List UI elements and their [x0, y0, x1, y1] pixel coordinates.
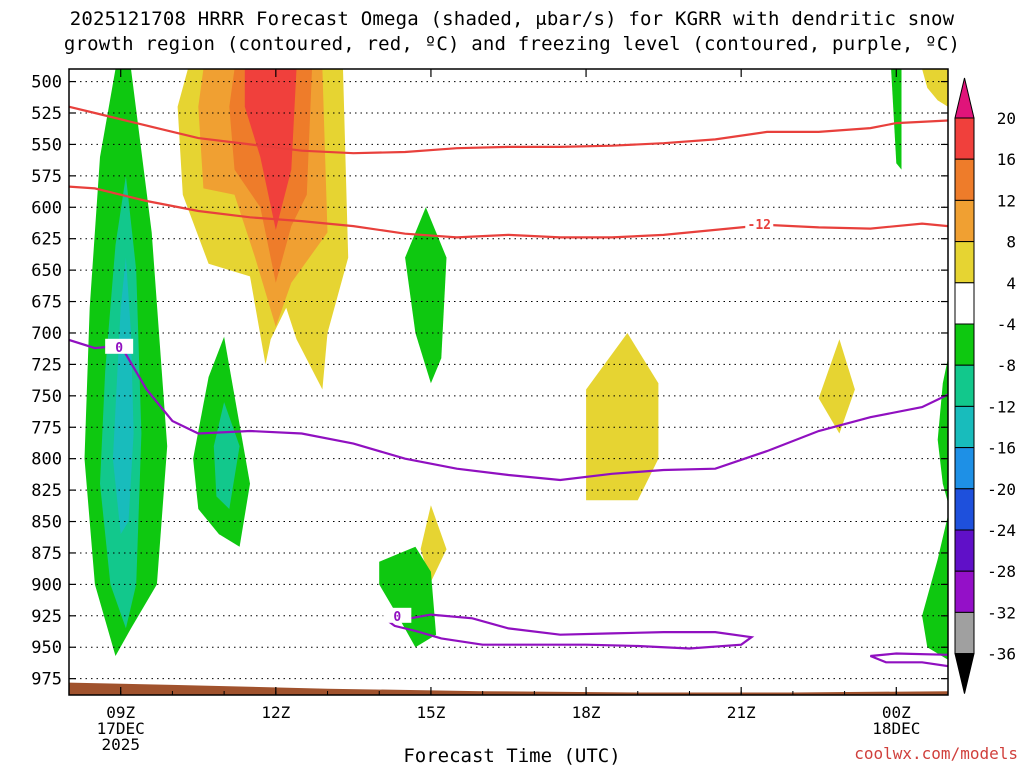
omega-region-4: [922, 69, 948, 107]
freezing-contour-label-2: 0: [393, 610, 401, 625]
colorbar-bin-7: [954, 364, 975, 407]
y-tick-label-900: 900: [31, 575, 62, 595]
dgz-contour-0: [69, 105, 948, 155]
freezing-contour-label-1-bg: [105, 338, 134, 354]
omega-region-15: [891, 69, 902, 170]
x-tick-label-5-1: 18DEC: [872, 719, 920, 738]
y-tick-label-800: 800: [31, 450, 62, 470]
colorbar-tick-label-2: 12: [997, 191, 1016, 210]
colorbar-tick-label-8: -16: [987, 439, 1016, 458]
y-tick-label-675: 675: [31, 293, 62, 313]
omega-region-3: [244, 69, 297, 230]
freezing-contour-label-2-bg: [383, 607, 412, 623]
x-axis-label: Forecast Time (UTC): [403, 745, 621, 767]
x-tick-label-3-0: 18Z: [572, 703, 601, 722]
colorbar-top-arrow: [954, 77, 975, 119]
colorbar-tick-label-1: 16: [997, 150, 1016, 169]
colorbar-tick-label-12: -32: [987, 603, 1016, 622]
omega-region-5: [586, 333, 659, 501]
freezing-contour-1: [386, 613, 755, 650]
y-tick-label-575: 575: [31, 167, 62, 187]
colorbar-bin-9: [954, 447, 975, 490]
plot-area: -12 0 0: [69, 69, 948, 695]
y-tick-label-550: 550: [31, 135, 62, 155]
freezing-contour-2: [869, 652, 948, 668]
colorbar-bottom-arrow: [954, 653, 975, 694]
colorbar-bin-6: [954, 323, 975, 366]
colorbar-bin-2: [954, 158, 975, 201]
colorbar-bin-13: [954, 611, 975, 655]
dgz-contour-label: -12: [748, 218, 771, 233]
colorbar-tick-label-3: 8: [1006, 233, 1016, 252]
y-tick-label-700: 700: [31, 324, 62, 344]
omega-region-17: [922, 515, 948, 660]
x-tick-label-4-0: 21Z: [727, 703, 756, 722]
colorbar-bin-11: [954, 529, 975, 572]
y-tick-label-600: 600: [31, 198, 62, 218]
colorbar-bin-12: [954, 570, 975, 613]
freezing-contour-label-1: 0: [115, 341, 123, 356]
freezing-contour-0: [69, 338, 948, 482]
colorbar-tick-label-6: -8: [997, 356, 1016, 375]
y-tick-label-875: 875: [31, 544, 62, 564]
y-tick-label-775: 775: [31, 418, 62, 438]
colorbar-tick-label-13: -36: [987, 645, 1016, 664]
colorbar-tick-label-5: -4: [997, 315, 1016, 334]
y-tick-label-975: 975: [31, 670, 62, 690]
omega-region-13: [405, 207, 447, 384]
omega-region-7: [420, 505, 447, 582]
y-tick-label-925: 925: [31, 607, 62, 627]
y-tick-label-525: 525: [31, 104, 62, 124]
colorbar-bin-3: [954, 199, 975, 243]
x-tick-label-0-2: 2025: [101, 735, 140, 754]
terrain-band: [69, 682, 948, 695]
colorbar-tick-label-7: -12: [987, 397, 1016, 416]
y-tick-label-850: 850: [31, 513, 62, 533]
colorbar-bin-1: [954, 117, 975, 160]
colorbar-bin-5: [954, 282, 975, 325]
colorbar-tick-label-10: -24: [987, 521, 1016, 540]
colorbar-tick-label-4: 4: [1006, 274, 1016, 293]
omega-region-14: [379, 546, 437, 648]
x-tick-label-0-1: 17DEC: [97, 719, 145, 738]
x-tick-label-5-0: 00Z: [882, 703, 911, 722]
plot-frame: [68, 68, 949, 696]
omega-region-16: [937, 358, 948, 503]
colorbar-bin-10: [954, 488, 975, 531]
y-tick-label-825: 825: [31, 481, 62, 501]
omega-region-12: [213, 402, 240, 509]
y-tick-label-650: 650: [31, 261, 62, 281]
omega-region-10: [112, 257, 134, 535]
y-tick-label-950: 950: [31, 638, 62, 658]
x-tick-label-2-0: 15Z: [416, 703, 445, 722]
colorbar-bin-4: [954, 241, 975, 284]
dgz-contour-label-bg: [745, 216, 774, 232]
x-tick-label-0-0: 09Z: [106, 703, 135, 722]
chart-title-line-1: 2025121708 HRRR Forecast Omega (shaded, …: [69, 8, 955, 30]
y-tick-label-625: 625: [31, 230, 62, 250]
omega-region-6: [818, 339, 855, 434]
colorbar-bin-8: [954, 405, 975, 449]
colorbar-tick-label-0: 20: [997, 109, 1016, 128]
y-tick-label-750: 750: [31, 387, 62, 407]
y-tick-label-500: 500: [31, 73, 62, 93]
dgz-contour-1: [69, 185, 948, 239]
credit-text: coolwx.com/models: [854, 744, 1018, 763]
x-tick-label-1-0: 12Z: [261, 703, 290, 722]
y-tick-label-725: 725: [31, 355, 62, 375]
colorbar-tick-label-11: -28: [987, 562, 1016, 581]
chart-title-line-2: growth region (contoured, red, ºC) and f…: [63, 33, 961, 55]
colorbar-tick-label-9: -20: [987, 480, 1016, 499]
